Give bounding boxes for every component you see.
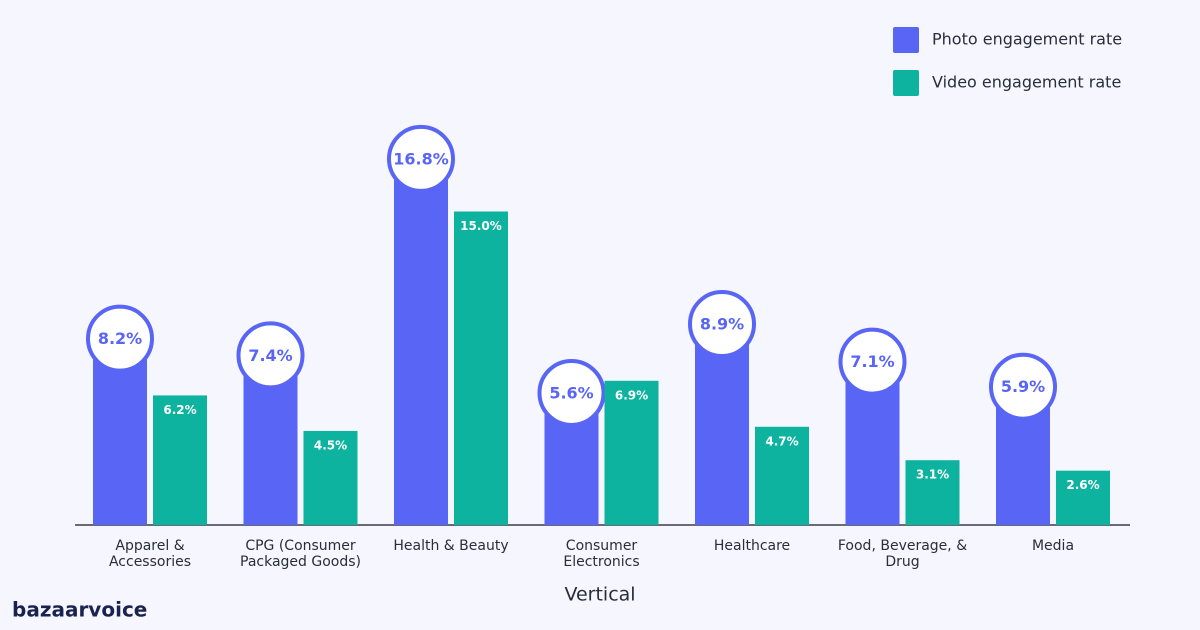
bar	[1056, 470, 1110, 525]
x-tick-label: Apparel & Accessories	[108, 538, 192, 570]
bar	[544, 407, 599, 525]
brand-logo: bazaarvoice	[12, 598, 147, 622]
x-tick-label: Health & Beauty	[393, 538, 509, 554]
legend-swatch	[893, 70, 919, 96]
x-tick-label: Media	[1031, 538, 1075, 554]
bar	[695, 338, 749, 525]
bar	[303, 430, 358, 525]
x-tick-label: Healthcare	[713, 538, 791, 554]
bar	[996, 401, 1050, 525]
x-tick-label: CPG (Consumer Packaged Goods)	[240, 538, 361, 570]
bar	[243, 370, 298, 525]
value-label: 15.0%	[460, 219, 502, 233]
value-label: 4.7%	[765, 434, 798, 448]
value-label-badge	[989, 352, 1057, 421]
value-label-badge	[688, 289, 756, 358]
value-label: 6.9%	[615, 388, 648, 402]
value-label: 5.9%	[1001, 377, 1045, 396]
value-label-badge	[86, 304, 154, 373]
value-label: 8.9%	[700, 314, 744, 333]
value-label: 3.1%	[916, 468, 949, 482]
bar	[604, 380, 659, 525]
bar	[394, 173, 448, 525]
legend-swatch	[893, 27, 919, 53]
bar	[755, 426, 809, 525]
value-label: 6.2%	[163, 403, 196, 417]
value-label: 4.5%	[314, 438, 347, 452]
legend-label: Video engagement rate	[932, 73, 1121, 92]
bar	[454, 211, 508, 525]
value-label: 5.6%	[549, 383, 593, 402]
value-label: 7.1%	[850, 352, 894, 371]
x-tick-label: Consumer Electronics	[563, 538, 640, 570]
value-label-badge	[537, 358, 606, 427]
bar	[153, 395, 207, 525]
x-axis-title: Vertical	[564, 584, 635, 606]
value-label-badge	[236, 321, 305, 390]
value-label: 7.4%	[248, 346, 292, 365]
value-label-badge	[838, 327, 907, 396]
value-label: 16.8%	[393, 149, 449, 168]
x-tick-label: Food, Beverage, & Drug	[837, 538, 968, 570]
value-label-badge	[387, 124, 455, 193]
bar	[845, 376, 900, 525]
bar	[93, 353, 147, 525]
value-label: 2.6%	[1066, 478, 1099, 492]
value-label: 8.2%	[98, 329, 142, 348]
legend-label: Photo engagement rate	[932, 30, 1122, 49]
bar	[905, 460, 960, 525]
